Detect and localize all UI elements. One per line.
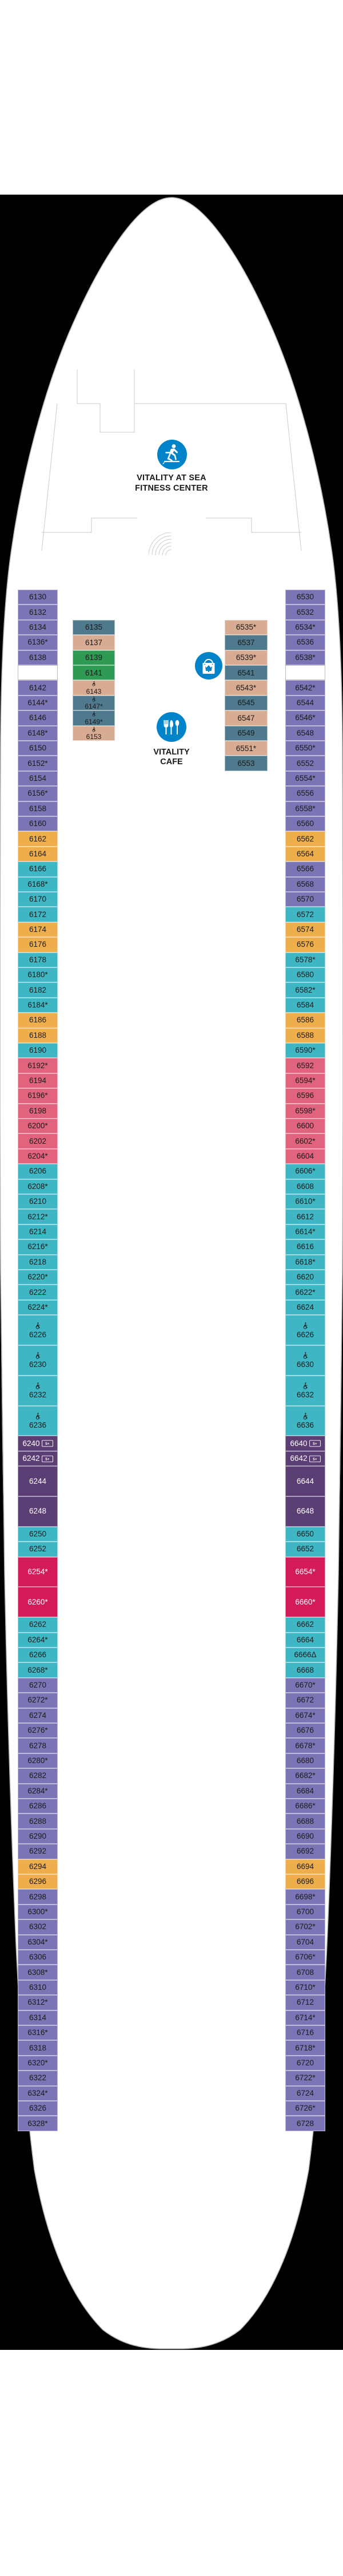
svg-text:5+: 5+	[313, 1457, 317, 1461]
svg-text:5+: 5+	[45, 1443, 50, 1447]
svg-text:5+: 5+	[313, 1443, 317, 1447]
svg-text:5+: 5+	[45, 1457, 50, 1461]
